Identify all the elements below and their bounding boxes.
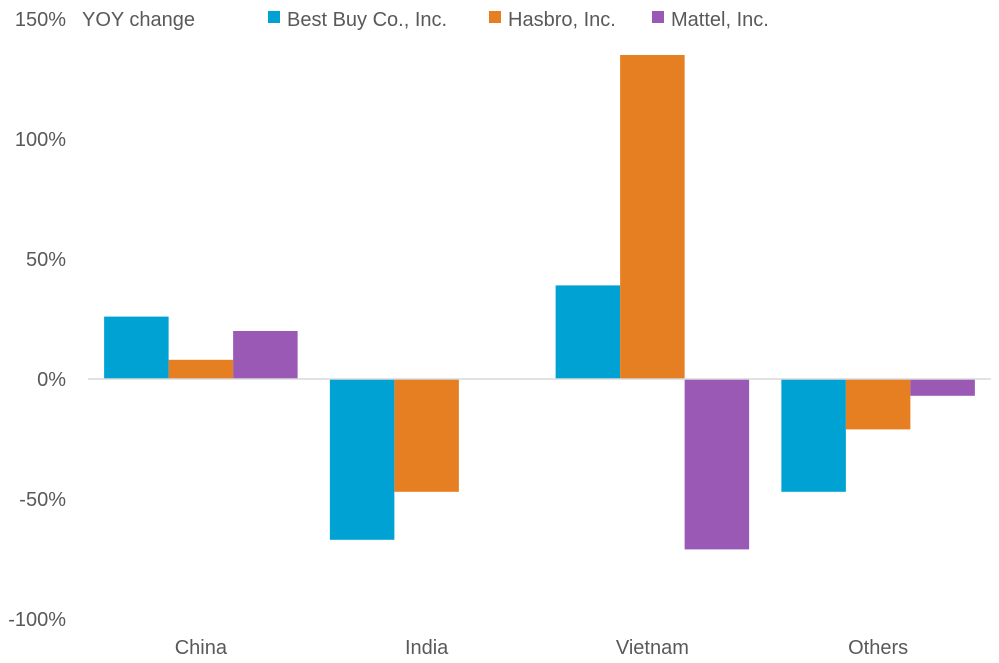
legend-swatch	[652, 11, 664, 23]
bar	[168, 359, 234, 379]
y-tick-label: 150%	[15, 9, 66, 31]
y-tick-label: 100%	[15, 129, 66, 151]
bar	[394, 379, 459, 492]
bar	[104, 316, 169, 379]
x-category-label: India	[405, 637, 449, 659]
bar	[684, 379, 750, 550]
y-tick-label: 0%	[37, 369, 66, 391]
bar	[910, 379, 975, 396]
x-category-label: China	[175, 637, 228, 659]
bar	[845, 379, 911, 430]
bar	[620, 55, 685, 379]
y-tick-label: -100%	[8, 609, 66, 631]
legend-label: Hasbro, Inc.	[508, 9, 616, 31]
bars	[104, 55, 975, 550]
category-labels: China India Vietnam Others	[175, 637, 908, 659]
legend-label: Best Buy Co., Inc.	[287, 9, 447, 31]
y-tick-label: 50%	[26, 249, 66, 271]
legend-swatch	[268, 11, 280, 23]
bar	[233, 331, 298, 379]
bar	[555, 285, 621, 379]
legend-swatch	[489, 11, 501, 23]
y-axis-label: YOY change	[82, 9, 195, 31]
x-category-label: Others	[848, 637, 908, 659]
y-axis-ticks: 150% 100% 50% 0% -50% -100%	[8, 9, 66, 631]
bar	[329, 379, 395, 540]
x-category-label: Vietnam	[616, 637, 689, 659]
bar	[781, 379, 846, 492]
legend: YOY change Best Buy Co., Inc. Hasbro, Inc…	[82, 9, 769, 31]
y-tick-label: -50%	[19, 489, 66, 511]
legend-label: Mattel, Inc.	[671, 9, 769, 31]
